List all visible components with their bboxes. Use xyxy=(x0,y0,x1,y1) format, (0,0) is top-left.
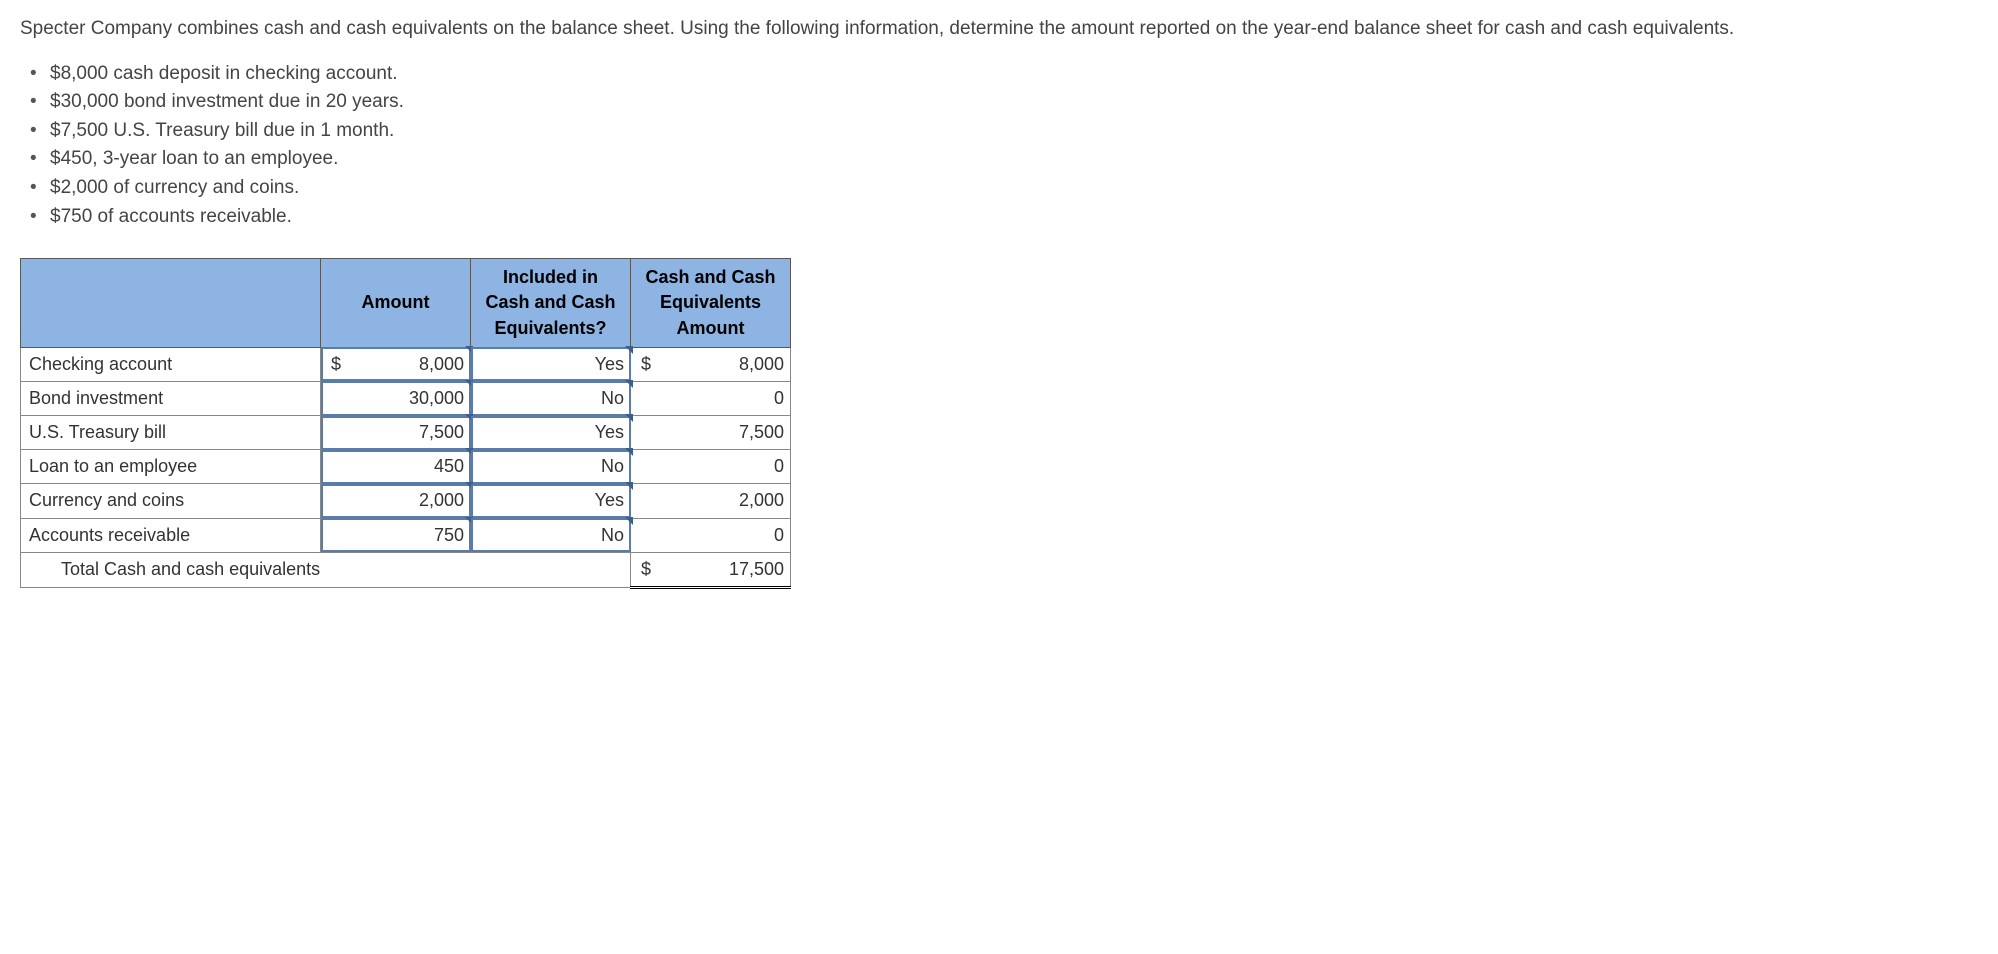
included-cell[interactable]: No xyxy=(471,450,631,484)
amount-value: 2,000 xyxy=(419,490,464,510)
dollar-sign: $ xyxy=(327,352,341,377)
total-value-cell: $17,500 xyxy=(631,552,791,587)
header-amount: Amount xyxy=(321,259,471,348)
table-row: Loan to an employee 450 No 0 xyxy=(21,450,791,484)
amount-cell[interactable]: 750 xyxy=(321,518,471,552)
table-row: Checking account$8,000Yes$8,000 xyxy=(21,347,791,381)
amount-value: 450 xyxy=(434,456,464,476)
amount-cell[interactable]: $8,000 xyxy=(321,347,471,381)
problem-intro: Specter Company combines cash and cash e… xyxy=(20,16,1978,43)
amount-cell[interactable]: 450 xyxy=(321,450,471,484)
amount-cell[interactable]: 2,000 xyxy=(321,484,471,518)
cash-equiv-cell: $8,000 xyxy=(631,347,791,381)
amount-cell[interactable]: 30,000 xyxy=(321,381,471,415)
cash-value: 0 xyxy=(774,456,784,476)
table-row: Currency and coins 2,000 Yes 2,000 xyxy=(21,484,791,518)
included-cell[interactable]: No xyxy=(471,381,631,415)
cash-equiv-cell: 0 xyxy=(631,450,791,484)
cash-value: 8,000 xyxy=(739,354,784,374)
row-label: Loan to an employee xyxy=(21,450,321,484)
total-value: 17,500 xyxy=(729,559,784,579)
bullet-item: $7,500 U.S. Treasury bill due in 1 month… xyxy=(28,118,1978,145)
table-body: Checking account$8,000Yes$8,000Bond inve… xyxy=(21,347,791,587)
bullet-item: $8,000 cash deposit in checking account. xyxy=(28,61,1978,88)
cash-equiv-cell: 7,500 xyxy=(631,416,791,450)
header-blank xyxy=(21,259,321,348)
bullet-item: $2,000 of currency and coins. xyxy=(28,175,1978,202)
cash-equiv-cell: 0 xyxy=(631,518,791,552)
row-label: Accounts receivable xyxy=(21,518,321,552)
cash-value: 0 xyxy=(774,388,784,408)
row-label: Currency and coins xyxy=(21,484,321,518)
row-label: U.S. Treasury bill xyxy=(21,416,321,450)
table-row: U.S. Treasury bill 7,500 Yes 7,500 xyxy=(21,416,791,450)
cash-equiv-cell: 0 xyxy=(631,381,791,415)
included-cell[interactable]: No xyxy=(471,518,631,552)
bullet-item: $30,000 bond investment due in 20 years. xyxy=(28,89,1978,116)
dollar-sign: $ xyxy=(637,352,651,377)
table-row: Accounts receivable 750 No 0 xyxy=(21,518,791,552)
total-row: Total Cash and cash equivalents$17,500 xyxy=(21,552,791,587)
total-label: Total Cash and cash equivalents xyxy=(21,552,631,587)
cash-value: 0 xyxy=(774,525,784,545)
cash-equiv-cell: 2,000 xyxy=(631,484,791,518)
cash-equivalents-table: Amount Included in Cash and Cash Equival… xyxy=(20,258,791,589)
included-cell[interactable]: Yes xyxy=(471,484,631,518)
bullet-list: $8,000 cash deposit in checking account.… xyxy=(20,61,1978,231)
amount-value: 30,000 xyxy=(409,388,464,408)
header-included: Included in Cash and Cash Equivalents? xyxy=(471,259,631,348)
dollar-sign: $ xyxy=(637,557,651,582)
amount-value: 750 xyxy=(434,525,464,545)
row-label: Checking account xyxy=(21,347,321,381)
included-cell[interactable]: Yes xyxy=(471,416,631,450)
amount-cell[interactable]: 7,500 xyxy=(321,416,471,450)
bullet-item: $750 of accounts receivable. xyxy=(28,204,1978,231)
cash-value: 2,000 xyxy=(739,490,784,510)
table-row: Bond investment 30,000 No 0 xyxy=(21,381,791,415)
included-cell[interactable]: Yes xyxy=(471,347,631,381)
amount-value: 7,500 xyxy=(419,422,464,442)
bullet-item: $450, 3-year loan to an employee. xyxy=(28,146,1978,173)
row-label: Bond investment xyxy=(21,381,321,415)
cash-value: 7,500 xyxy=(739,422,784,442)
header-cash-equiv: Cash and Cash Equivalents Amount xyxy=(631,259,791,348)
amount-value: 8,000 xyxy=(419,354,464,374)
